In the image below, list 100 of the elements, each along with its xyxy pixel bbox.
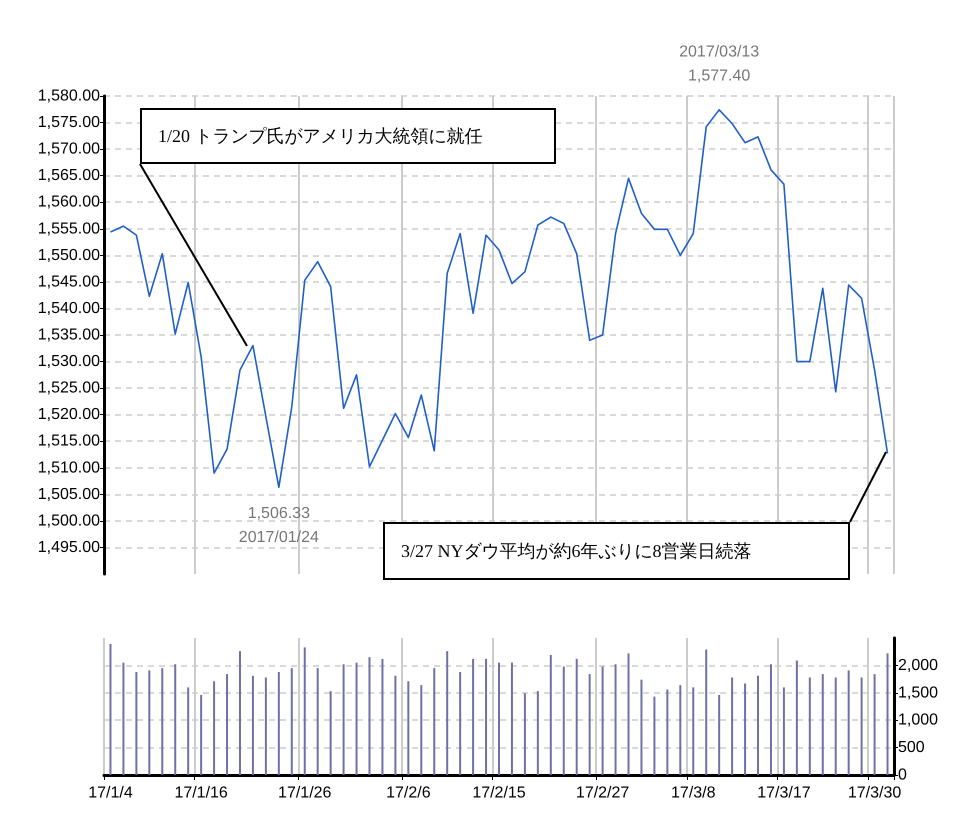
x-tick-label: 17/3/30 bbox=[848, 784, 902, 802]
bar bbox=[433, 668, 436, 775]
bar bbox=[524, 693, 526, 775]
x-tick-label: 17/2/27 bbox=[576, 784, 630, 802]
x-tick-label: 17/1/26 bbox=[278, 784, 332, 802]
annotation: 3/27 NYダウ平均が約6年ぶりに8営業日続落 bbox=[383, 522, 850, 580]
y-tick-label: 1,500.00 bbox=[38, 512, 100, 530]
bar bbox=[808, 677, 811, 775]
bar bbox=[510, 662, 513, 775]
bar bbox=[886, 653, 889, 775]
bar bbox=[161, 668, 164, 775]
y-tick-label: 1,515.00 bbox=[38, 432, 100, 450]
bar bbox=[588, 674, 591, 775]
annotation: 1,506.33 2017/01/24 bbox=[238, 504, 319, 546]
y-tick-label: 1,505.00 bbox=[38, 486, 100, 503]
y-tick-label: 1,560.00 bbox=[38, 194, 100, 211]
bar bbox=[757, 676, 760, 775]
bar bbox=[330, 691, 332, 775]
y-tick-label: 1,575.00 bbox=[38, 114, 100, 132]
x-tick-label: 17/1/16 bbox=[174, 784, 228, 802]
bar bbox=[109, 644, 112, 775]
annotation: 1/20 トランプ氏がアメリカ大統領に就任 bbox=[140, 108, 556, 164]
x-tick-label: 17/1/4 bbox=[88, 784, 133, 802]
bar bbox=[226, 674, 228, 775]
bar bbox=[446, 651, 448, 775]
annotation: 2017/03/13 1,577.40 bbox=[679, 43, 760, 84]
bar bbox=[536, 691, 539, 775]
bar bbox=[498, 662, 500, 775]
bar bbox=[278, 672, 280, 775]
bar bbox=[705, 650, 708, 775]
bar bbox=[628, 653, 630, 775]
bar bbox=[718, 694, 720, 775]
bar bbox=[264, 677, 267, 775]
y-tick-label: 1,510.00 bbox=[38, 459, 100, 476]
bar bbox=[407, 681, 410, 775]
bar bbox=[148, 670, 150, 775]
bar bbox=[782, 687, 785, 775]
bar bbox=[796, 660, 798, 775]
bar bbox=[342, 664, 345, 775]
y-tick-label: 1,540.00 bbox=[38, 300, 100, 317]
x-tick-label: 17/3/17 bbox=[757, 784, 811, 802]
bar bbox=[290, 668, 293, 775]
y-tick-label: 500 bbox=[898, 739, 925, 756]
bar bbox=[381, 658, 384, 775]
bar bbox=[368, 657, 370, 775]
y-tick-label: 0 bbox=[898, 766, 907, 784]
bar bbox=[394, 676, 396, 775]
bar bbox=[874, 674, 876, 775]
bar bbox=[200, 694, 202, 775]
bar bbox=[459, 672, 462, 775]
y-tick-label: 1,580.00 bbox=[38, 88, 100, 104]
x-tick-label: 17/2/15 bbox=[472, 784, 526, 802]
bar bbox=[692, 687, 694, 775]
bar bbox=[614, 664, 617, 775]
bar bbox=[666, 690, 668, 775]
bar bbox=[252, 676, 254, 775]
callout: 1/20 トランプ氏がアメリカ大統領に就任 bbox=[140, 108, 556, 346]
bar bbox=[770, 664, 772, 775]
y-tick-label: 1,555.00 bbox=[38, 220, 100, 238]
bar bbox=[602, 666, 604, 775]
bar bbox=[731, 677, 734, 775]
line-series bbox=[110, 109, 888, 488]
bar bbox=[187, 687, 190, 775]
bar bbox=[485, 658, 488, 775]
bar bbox=[679, 685, 682, 775]
y-tick-label: 1,000 bbox=[898, 712, 938, 729]
bar bbox=[135, 672, 138, 775]
x-tick-label: 17/3/8 bbox=[671, 784, 716, 802]
y-tick-label: 1,570.00 bbox=[38, 140, 100, 158]
bar bbox=[304, 647, 306, 775]
y-tick-label: 1,530.00 bbox=[38, 353, 100, 370]
bar bbox=[744, 683, 746, 775]
y-tick-label: 1,545.00 bbox=[38, 273, 100, 290]
bar bbox=[316, 668, 319, 775]
x-tick-label: 17/2/6 bbox=[386, 784, 431, 802]
bar bbox=[822, 674, 824, 775]
bar bbox=[420, 685, 422, 775]
bar bbox=[213, 681, 216, 775]
y-tick-label: 1,565.00 bbox=[38, 167, 100, 184]
y-tick-label: 2,000 bbox=[898, 656, 938, 674]
bar bbox=[576, 658, 578, 775]
y-tick-label: 1,535.00 bbox=[38, 326, 100, 344]
bar bbox=[238, 651, 241, 775]
bar bbox=[562, 666, 565, 775]
bar bbox=[860, 677, 863, 775]
bar bbox=[653, 696, 656, 775]
y-tick-label: 1,495.00 bbox=[38, 538, 100, 556]
bar bbox=[550, 654, 552, 775]
bar bbox=[472, 658, 474, 775]
callout: 3/27 NYダウ平均が約6年ぶりに8営業日続落 bbox=[383, 452, 886, 580]
bar bbox=[356, 662, 358, 775]
bar bbox=[122, 662, 124, 775]
bar bbox=[640, 680, 642, 775]
bar bbox=[834, 677, 837, 775]
bar bbox=[174, 664, 176, 775]
y-tick-label: 1,500 bbox=[898, 684, 938, 702]
y-tick-label: 1,520.00 bbox=[38, 406, 100, 424]
bar bbox=[848, 670, 850, 775]
y-tick-label: 1,550.00 bbox=[38, 246, 100, 264]
y-tick-label: 1,525.00 bbox=[38, 380, 100, 397]
